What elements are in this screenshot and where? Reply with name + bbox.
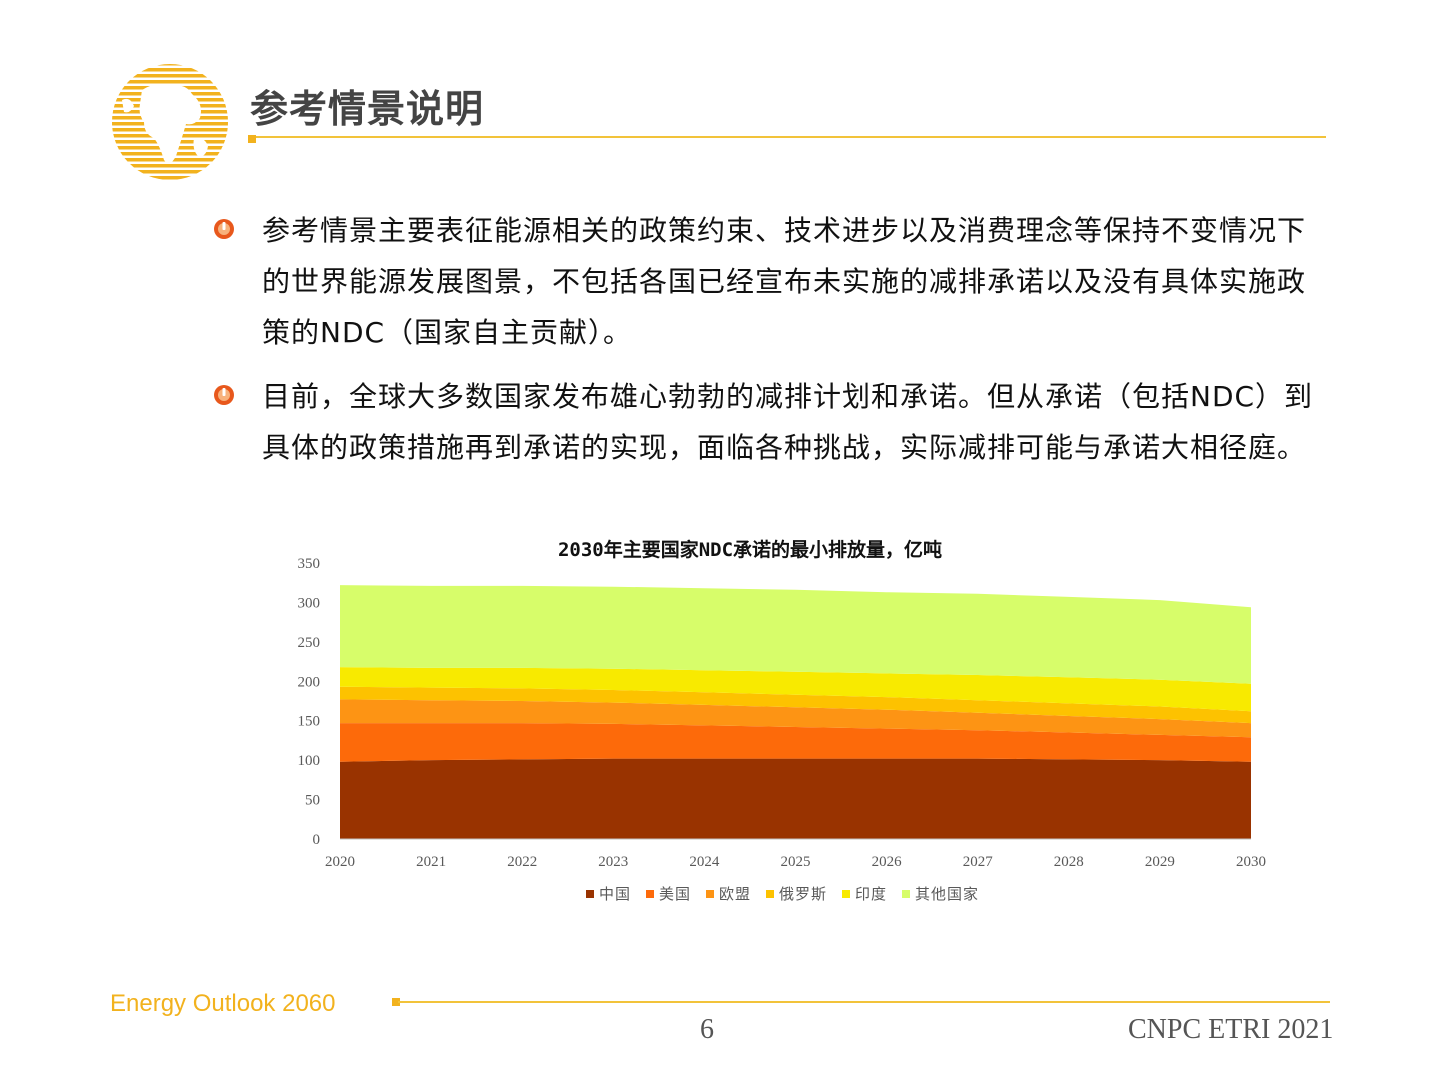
x-tick-label: 2022 — [507, 854, 537, 870]
x-tick-label: 2023 — [598, 854, 628, 870]
emissions-area-chart: 2030年主要国家NDC承诺的最小排放量，亿吨 0 50 100 150 200 250 3… — [280, 530, 1280, 920]
y-tick-label: 350 — [298, 556, 321, 572]
page-title: 参考情景说明 — [250, 87, 485, 131]
area-series-印度 — [340, 667, 1251, 712]
y-tick-label: 150 — [298, 714, 321, 730]
legend-swatch — [766, 890, 774, 898]
footer-divider — [398, 1001, 1330, 1003]
y-tick-label: 0 — [313, 832, 321, 848]
x-tick-label: 2025 — [781, 854, 811, 870]
legend-swatch — [902, 890, 910, 898]
y-tick-label: 250 — [298, 635, 321, 651]
area-series-中国 — [340, 758, 1251, 839]
legend-label: 印度 — [855, 885, 887, 903]
y-tick-label: 300 — [298, 595, 321, 611]
y-tick-label: 100 — [298, 753, 321, 769]
power-bullet-icon — [212, 217, 236, 241]
legend-label: 欧盟 — [719, 885, 751, 903]
globe-logo-icon — [108, 60, 232, 184]
x-tick-label: 2030 — [1236, 854, 1266, 870]
x-tick-label: 2020 — [325, 854, 355, 870]
legend-label: 其他国家 — [915, 885, 979, 903]
legend-label: 中国 — [599, 885, 631, 903]
x-tick-label: 2028 — [1054, 854, 1084, 870]
title-divider — [250, 136, 1326, 138]
legend-swatch — [842, 890, 850, 898]
x-tick-label: 2021 — [416, 854, 446, 870]
chart-svg: 2030年主要国家NDC承诺的最小排放量，亿吨 0 50 100 150 200 250 3… — [298, 538, 1267, 903]
bullet-text: 参考情景主要表征能源相关的政策约束、技术进步以及消费理念等保持不变情况下的世界能… — [262, 214, 1307, 349]
chart-title: 2030年主要国家NDC承诺的最小排放量，亿吨 — [558, 538, 942, 561]
area-series-俄罗斯 — [340, 686, 1251, 724]
x-tick-label: 2029 — [1145, 854, 1175, 870]
y-tick-label: 50 — [305, 793, 320, 809]
footer-divider-marker — [392, 998, 400, 1006]
x-tick-label: 2026 — [872, 854, 903, 870]
legend-label: 美国 — [659, 885, 691, 903]
legend-label: 俄罗斯 — [779, 885, 827, 903]
legend-swatch — [586, 890, 594, 898]
x-tick-label: 2027 — [963, 854, 994, 870]
bullet-item: 目前，全球大多数国家发布雄心勃勃的减排计划和承诺。但从承诺（包括NDC）到具体的… — [212, 371, 1322, 473]
title-divider-marker — [248, 135, 256, 143]
bullet-text: 目前，全球大多数国家发布雄心勃勃的减排计划和承诺。但从承诺（包括NDC）到具体的… — [262, 380, 1314, 464]
power-bullet-icon — [212, 383, 236, 407]
legend-swatch — [706, 890, 714, 898]
legend-swatch — [646, 890, 654, 898]
page-number: 6 — [700, 1014, 714, 1045]
bullet-list: 参考情景主要表征能源相关的政策约束、技术进步以及消费理念等保持不变情况下的世界能… — [212, 205, 1322, 486]
area-series-美国 — [340, 723, 1251, 762]
y-tick-label: 200 — [298, 674, 321, 690]
footer-org: CNPC ETRI 2021 — [1128, 1014, 1334, 1045]
area-series-其他国家 — [340, 585, 1251, 684]
area-series-欧盟 — [340, 699, 1251, 738]
bullet-item: 参考情景主要表征能源相关的政策约束、技术进步以及消费理念等保持不变情况下的世界能… — [212, 205, 1322, 358]
footer-brand: Energy Outlook 2060 — [110, 990, 336, 1017]
x-tick-label: 2024 — [689, 854, 720, 870]
